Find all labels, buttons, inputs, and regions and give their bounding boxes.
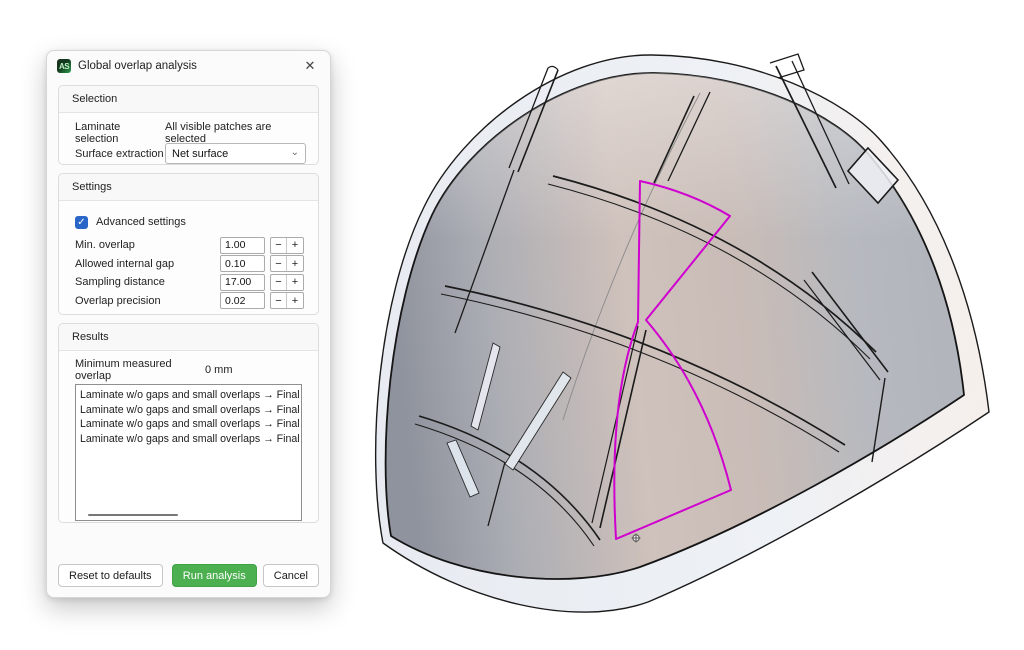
cancel-button[interactable]: Cancel xyxy=(262,564,319,587)
scrollbar-thumb[interactable] xyxy=(88,514,178,516)
allowed-internal-gap-label: Allowed internal gap xyxy=(75,257,175,270)
minus-button[interactable]: − xyxy=(271,237,287,253)
minus-button[interactable]: − xyxy=(271,293,287,309)
plus-button[interactable]: + xyxy=(291,239,299,252)
global-overlap-analysis-dialog: AS Global overlap analysis ✕ Selection L… xyxy=(46,50,331,598)
radial-seams xyxy=(454,53,900,529)
list-item[interactable]: Laminate w/o gaps and small overlaps → F… xyxy=(80,432,301,445)
laminate-selection-value: All visible patches are selected xyxy=(165,120,272,145)
min-overlap-label: Min. overlap xyxy=(75,239,135,252)
plus-button[interactable]: + xyxy=(291,276,299,289)
close-icon[interactable]: ✕ xyxy=(304,58,316,73)
list-item[interactable]: Laminate w/o gaps and small overlaps → F… xyxy=(80,389,301,401)
plus-button[interactable]: + xyxy=(291,257,299,270)
results-listbox[interactable]: Laminate w/o gaps and small overlaps → F… xyxy=(75,384,302,521)
plus-button[interactable]: + xyxy=(291,294,299,307)
laminate-sheen xyxy=(385,72,964,579)
list-item[interactable]: Laminate w/o gaps and small overlaps → F… xyxy=(80,418,301,430)
surface-extraction-select[interactable]: Net surface ⌄ xyxy=(165,143,306,164)
point-marker-icon xyxy=(631,533,641,543)
dialog-footer: Reset to defaults Run analysis Cancel xyxy=(58,564,319,587)
laminate-selection-label: Laminate selection xyxy=(75,120,121,145)
allowed-internal-gap-input[interactable]: 0.10 xyxy=(220,255,265,273)
faint-seam-line xyxy=(562,92,701,421)
dialog-title: Global overlap analysis xyxy=(78,60,197,72)
chevron-down-icon: ⌄ xyxy=(290,147,299,158)
horizontal-scrollbar[interactable] xyxy=(78,512,299,518)
run-analysis-button[interactable]: Run analysis xyxy=(171,564,257,587)
list-item[interactable]: Laminate w/o gaps and small overlaps → F… xyxy=(80,403,301,416)
settings-group: Settings ✓ Advanced settings Min. overla… xyxy=(58,173,319,315)
results-group: Results Minimum measured overlap 0 mm La… xyxy=(58,323,319,523)
advanced-settings-label: Advanced settings xyxy=(96,216,186,228)
ring-seam-arcs xyxy=(414,175,877,547)
results-group-title: Results xyxy=(59,324,318,351)
surface-extraction-value: Net surface xyxy=(172,147,229,160)
advanced-settings-checkbox[interactable]: ✓ xyxy=(75,215,88,229)
reset-to-defaults-button[interactable]: Reset to defaults xyxy=(58,564,163,587)
selection-group: Selection Laminate selection All visible… xyxy=(58,85,319,165)
sampling-distance-label: Sampling distance xyxy=(75,276,165,289)
minus-button[interactable]: − xyxy=(271,274,287,290)
selected-patch-outline[interactable] xyxy=(613,180,732,540)
dialog-titlebar[interactable]: AS Global overlap analysis ✕ xyxy=(47,51,330,81)
overlap-precision-input[interactable]: 0.02 xyxy=(220,292,265,310)
surface-extraction-label: Surface extraction xyxy=(75,147,164,160)
overlap-strips xyxy=(446,342,572,498)
overlap-precision-label: Overlap precision xyxy=(75,294,161,307)
minimum-overlap-label: Minimum measured overlap xyxy=(75,358,172,382)
minimum-overlap-value: 0 mm xyxy=(205,364,233,376)
min-overlap-input[interactable]: 1.00 xyxy=(220,236,265,254)
sampling-distance-input[interactable]: 17.00 xyxy=(220,273,265,291)
settings-group-title: Settings xyxy=(59,174,318,201)
app-logo-icon: AS xyxy=(57,59,71,73)
minus-button[interactable]: − xyxy=(271,256,287,272)
selection-group-title: Selection xyxy=(59,86,318,113)
